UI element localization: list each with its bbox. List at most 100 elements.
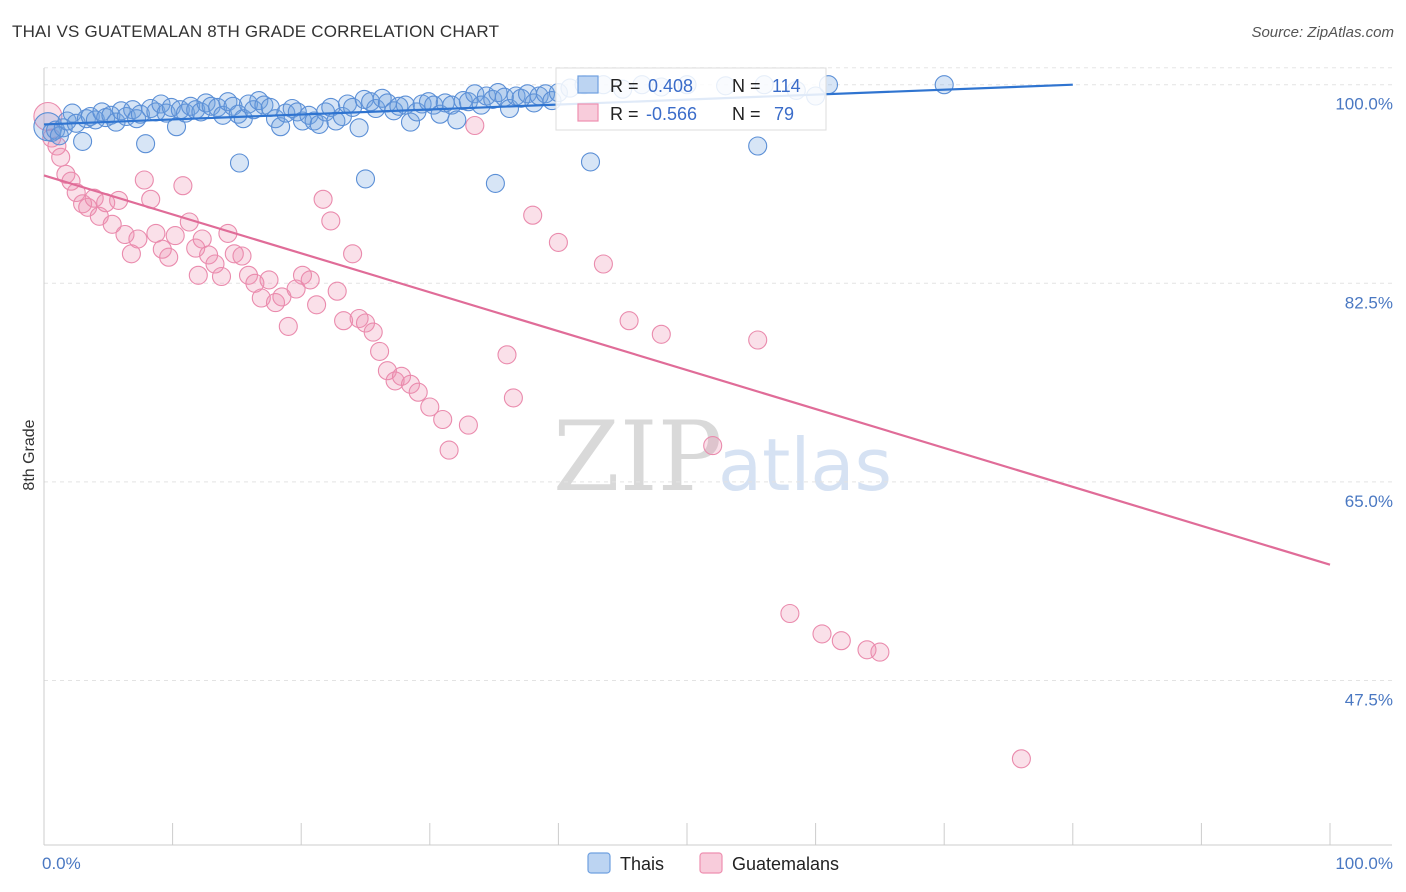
legend-swatch-guatemalans (577, 103, 599, 122)
point-guatemalans (408, 382, 428, 402)
point-guatemalans (173, 176, 193, 196)
point-guatemalans (327, 281, 347, 301)
point-guatemalans (73, 194, 93, 214)
y-tick-label: 100.0% (1335, 95, 1393, 114)
legend: R = 0.408 N = 114 R = -0.566 N = 79 (555, 67, 827, 131)
point-guatemalans (748, 330, 768, 350)
point-thais (244, 100, 264, 120)
bottom-legend-swatch-thais (587, 852, 611, 874)
watermark-zip: ZIP (553, 401, 722, 513)
legend-swatch-thais (577, 75, 599, 94)
y-tick-label: 82.5% (1345, 293, 1393, 312)
point-guatemalans (812, 624, 832, 644)
bottom-legend-label-guatemalans: Guatemalans (732, 854, 839, 874)
legend-n-label-thais: N = (732, 76, 761, 96)
point-thais (580, 152, 601, 172)
point-guatemalans (238, 265, 259, 285)
point-thais (447, 110, 467, 130)
point-thais (400, 112, 421, 132)
point-thais (485, 173, 505, 193)
point-guatemalans (523, 205, 543, 225)
point-guatemalans (321, 211, 341, 231)
point-guatemalans (128, 229, 148, 249)
point-guatemalans (363, 322, 383, 342)
point-guatemalans (188, 265, 208, 285)
point-guatemalans (224, 244, 244, 264)
axes (43, 68, 1392, 846)
point-thais (748, 136, 768, 156)
point-guatemalans (152, 239, 172, 259)
point-thais (282, 98, 302, 119)
bottom-legend-label-thais: Thais (620, 854, 664, 874)
point-thais (80, 106, 100, 127)
point-thais (229, 153, 250, 173)
legend-n-value-guatemalans: 79 (774, 104, 794, 124)
point-thais (418, 92, 439, 112)
point-guatemalans (192, 229, 212, 249)
point-guatemalans (780, 603, 800, 624)
bottom-legend-swatch-guatemalans (699, 852, 723, 874)
point-thais (136, 134, 156, 154)
point-guatemalans (343, 244, 363, 264)
point-thais (471, 95, 491, 115)
legend-r-value-guatemalans: -0.566 (646, 104, 697, 124)
point-guatemalans (400, 374, 421, 394)
point-guatemalans (619, 311, 639, 331)
point-guatemalans (831, 631, 851, 651)
legend-n-value-thais: 114 (772, 76, 801, 96)
watermark-atlas: atlas (718, 423, 892, 507)
point-thais (287, 102, 307, 122)
chart-source: Source: ZipAtlas.com (1251, 24, 1394, 41)
point-guatemalans (465, 115, 485, 136)
point-thais (355, 169, 376, 189)
watermark: ZIP atlas (553, 401, 892, 513)
x-tick-label-max: 100.0% (1335, 854, 1393, 873)
point-guatemalans (102, 214, 122, 234)
point-guatemalans (159, 247, 179, 267)
point-thais (465, 84, 485, 104)
point-thais (130, 104, 150, 124)
x-tick-label-min: 0.0% (42, 854, 81, 873)
point-guatemalans (870, 642, 890, 662)
point-guatemalans (278, 316, 298, 336)
trend-line-guatemalans (43, 174, 1331, 566)
point-thais (181, 96, 201, 116)
point-thais (73, 131, 93, 151)
point-thais (156, 103, 176, 123)
y-axis-title: 8th Grade (21, 419, 38, 490)
point-guatemalans (300, 270, 320, 290)
point-guatemalans (548, 232, 568, 252)
point-guatemalans (334, 311, 354, 331)
point-thais (196, 93, 216, 113)
legend-r-value-thais: 0.408 (648, 76, 693, 96)
point-guatemalans (420, 397, 440, 417)
point-thais (458, 92, 478, 112)
point-thais (238, 94, 259, 114)
point-guatemalans (232, 246, 252, 266)
legend-n-label-guatemalans: N = (732, 104, 761, 124)
point-guatemalans (66, 182, 86, 203)
point-thais (141, 98, 161, 119)
point-guatemalans (165, 226, 185, 246)
point-thais (349, 118, 369, 138)
point-guatemalans (458, 415, 478, 435)
point-guatemalans (377, 361, 397, 381)
point-guatemalans (259, 270, 279, 290)
legend-r-label-thais: R = (610, 76, 639, 96)
point-guatemalans (205, 254, 225, 274)
point-guatemalans (593, 254, 613, 274)
chart-title: THAI VS GUATEMALAN 8TH GRADE CORRELATION… (12, 22, 500, 41)
y-tick-label: 65.0% (1345, 492, 1393, 511)
point-thais (151, 94, 171, 114)
point-guatemalans (497, 345, 517, 365)
point-guatemalans (651, 324, 671, 344)
point-guatemalans (84, 188, 104, 208)
point-guatemalans (115, 224, 135, 245)
point-guatemalans (211, 266, 232, 287)
point-thais (62, 103, 82, 123)
point-guatemalans (251, 288, 271, 308)
point-guatemalans (503, 388, 523, 408)
point-guatemalans (439, 440, 459, 460)
point-guatemalans (1011, 749, 1031, 769)
